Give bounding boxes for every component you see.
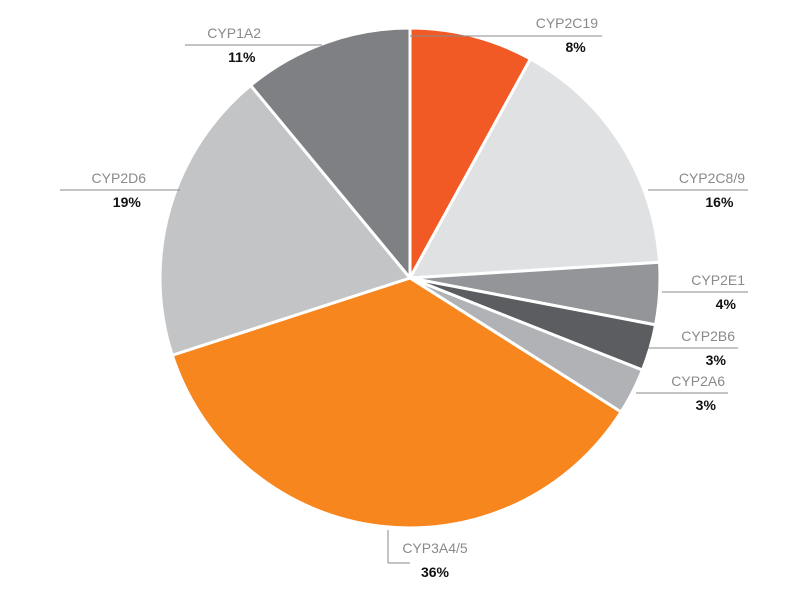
slice-name-label: CYP2C8/9	[679, 170, 745, 186]
slice-value-label: 11%	[228, 49, 256, 65]
pie-labels: CYP2C19 8% CYP2C8/9 16% CYP2E1 4% CYP2B6 3% CYP2…	[60, 15, 748, 580]
pie-slice-cyp2c8-9	[408, 57, 662, 280]
slice-name-label: CYP2A6	[671, 373, 725, 389]
pie-slices	[158, 26, 662, 530]
slice-name-label: CYP3A4/5	[402, 540, 468, 556]
slice-value-label: 36%	[421, 564, 450, 580]
pie-slice-cyp3a4-5	[170, 276, 623, 530]
slice-name-label: CYP2D6	[92, 170, 147, 186]
slice-value-label: 3%	[696, 397, 717, 413]
slice-name-label: CYP2B6	[681, 328, 735, 344]
slice-value-label: 4%	[716, 296, 737, 312]
slice-name-label: CYP1A2	[207, 25, 261, 41]
slice-value-label: 19%	[113, 194, 142, 210]
slice-value-label: 16%	[705, 194, 734, 210]
slice-value-label: 3%	[706, 352, 727, 368]
slice-name-label: CYP2E1	[691, 272, 745, 288]
slice-value-label: 8%	[565, 39, 586, 55]
pie-slice-cyp2d6	[158, 83, 412, 357]
slice-name-label: CYP2C19	[536, 15, 598, 31]
pie-slice-cyp1a2	[249, 26, 412, 280]
